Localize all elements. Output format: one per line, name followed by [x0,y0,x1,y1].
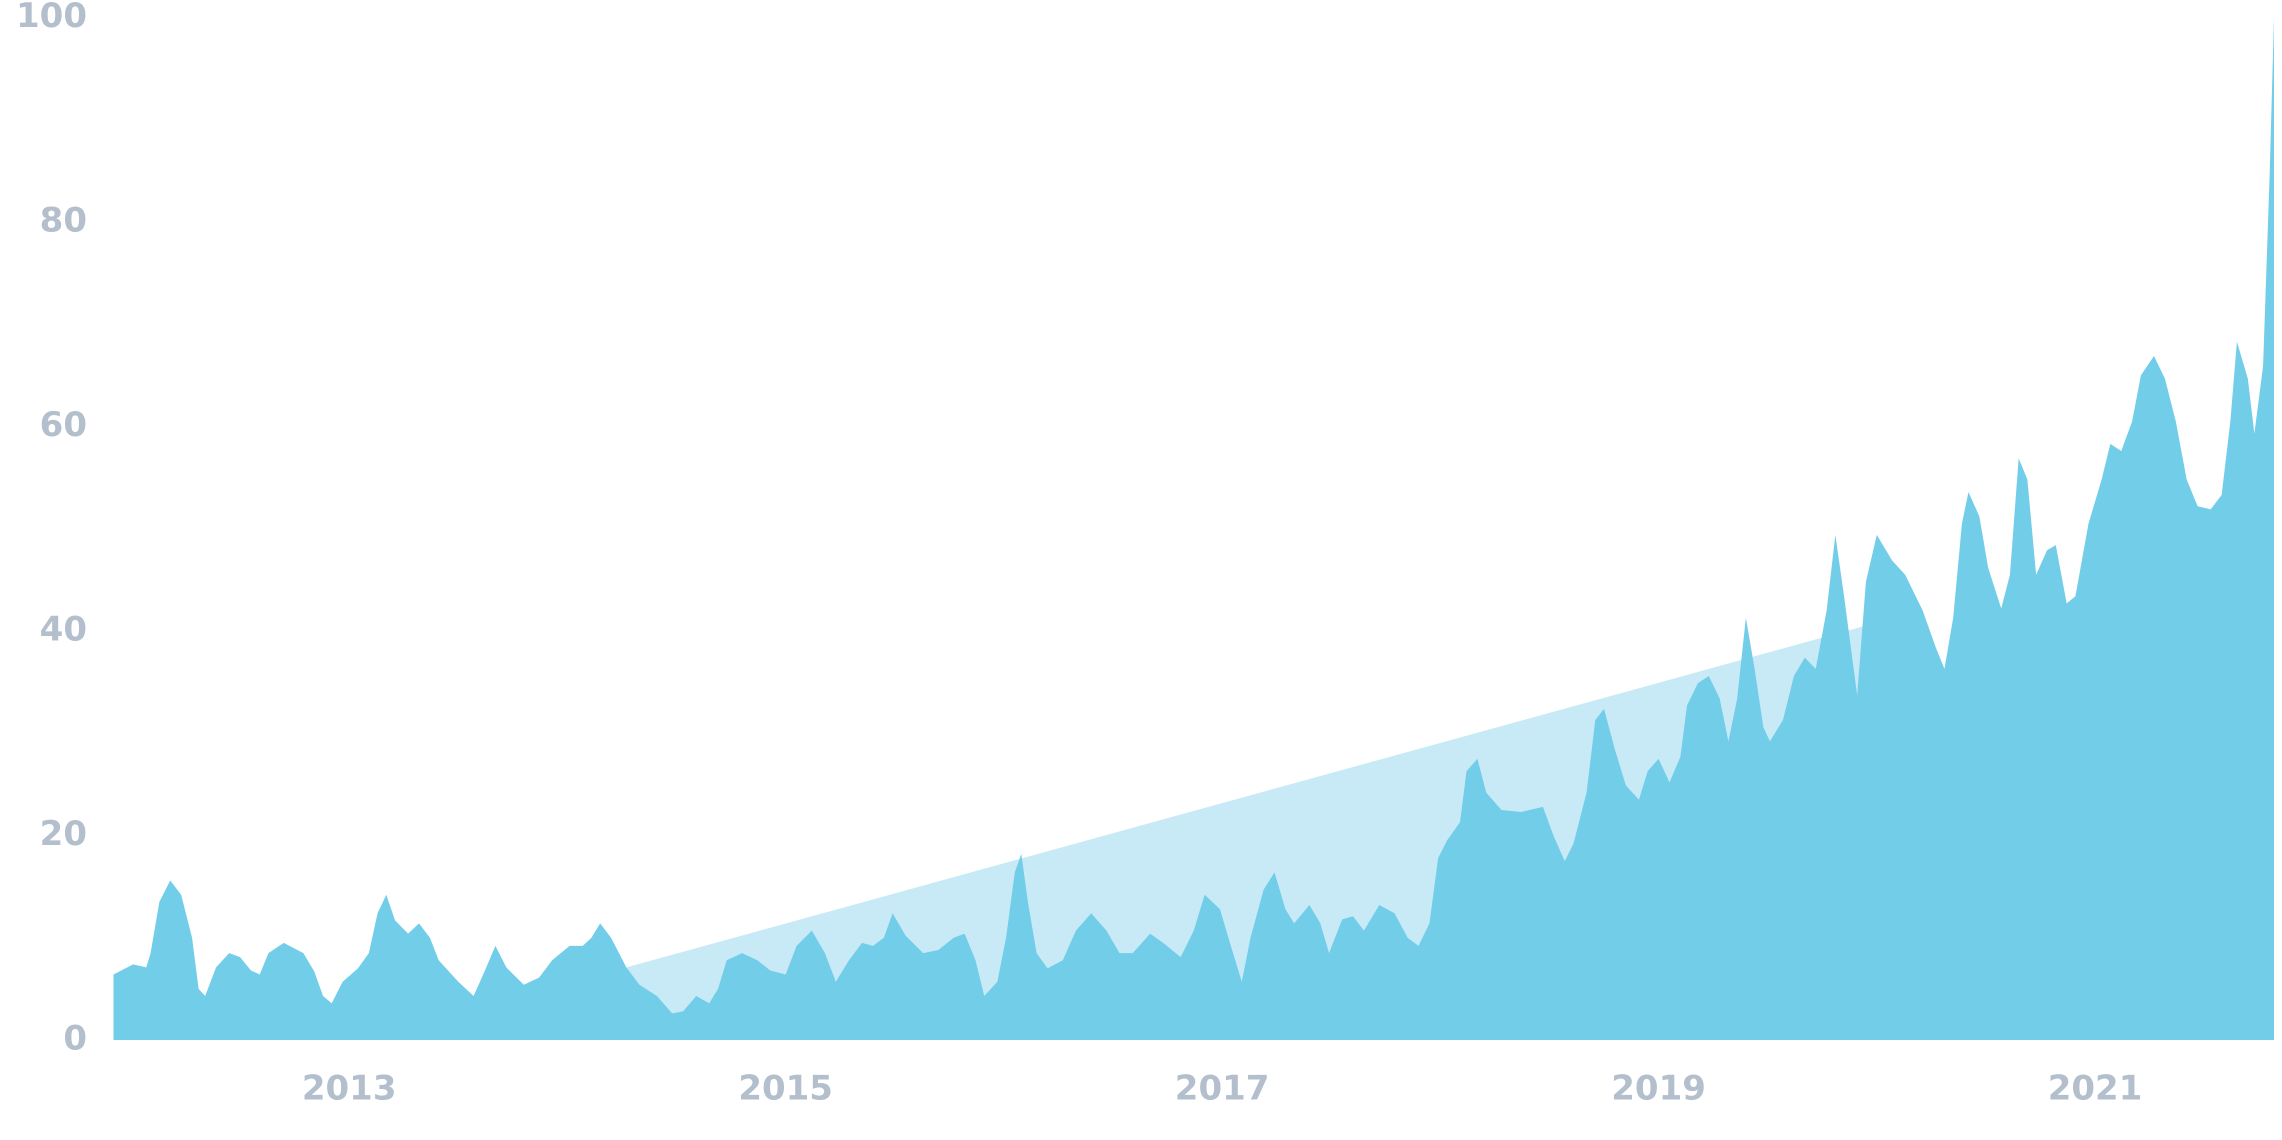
x-tick-label: 2013 [302,1069,397,1109]
y-tick-label: 40 [40,610,87,650]
x-tick-label: 2015 [738,1069,833,1109]
x-tick-label: 2019 [1611,1069,1706,1109]
y-tick-label: 0 [63,1019,87,1059]
y-tick-label: 80 [40,201,87,241]
area [113,17,2274,1040]
y-tick-label: 60 [40,405,87,445]
y-tick-label: 100 [16,0,87,36]
x-tick-label: 2021 [2048,1069,2143,1109]
y-tick-label: 20 [40,814,87,854]
x-tick-label: 2017 [1175,1069,1270,1109]
